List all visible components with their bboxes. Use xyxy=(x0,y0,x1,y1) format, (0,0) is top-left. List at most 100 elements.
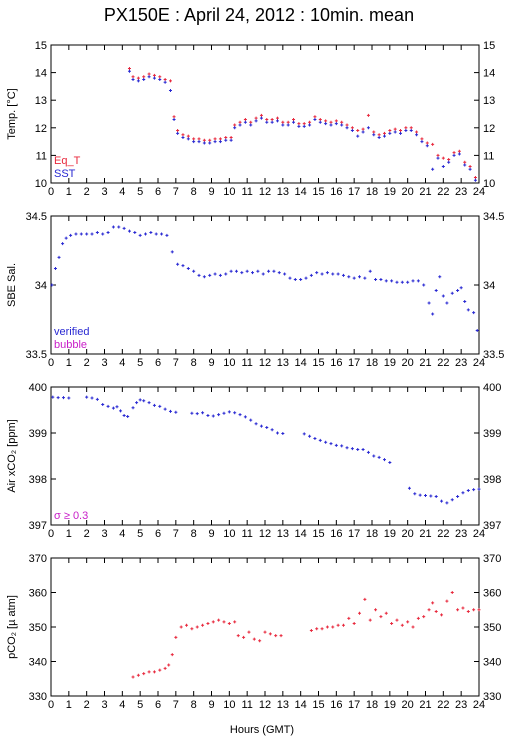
data-point xyxy=(243,118,247,122)
data-point xyxy=(270,118,274,122)
x-tick-label: 7 xyxy=(173,357,179,369)
data-point xyxy=(122,226,126,230)
data-point xyxy=(245,269,249,273)
data-point xyxy=(186,134,190,138)
data-point xyxy=(135,401,139,405)
x-tick-label: 4 xyxy=(119,699,125,711)
y-axis-label: Temp. [°C] xyxy=(6,88,18,139)
data-point xyxy=(190,411,194,415)
data-point xyxy=(61,242,65,246)
data-point xyxy=(441,164,445,168)
x-tick-label: 12 xyxy=(259,699,271,711)
data-point xyxy=(259,113,263,117)
data-point xyxy=(366,450,370,454)
data-point xyxy=(208,138,212,142)
data-point xyxy=(340,123,344,127)
y-tick-label-left: 14 xyxy=(35,68,47,80)
x-tick-label: 17 xyxy=(348,186,360,198)
data-point xyxy=(147,670,151,674)
data-point xyxy=(252,637,256,641)
data-point xyxy=(336,272,340,276)
data-point xyxy=(238,123,242,127)
data-point xyxy=(170,250,174,254)
data-point xyxy=(329,120,333,124)
y-tick-label-right: 398 xyxy=(483,474,501,486)
x-tick-label: 13 xyxy=(277,699,289,711)
y-tick-label-left: 12 xyxy=(35,123,47,135)
data-point xyxy=(158,78,162,81)
data-point xyxy=(477,487,481,491)
data-point xyxy=(224,272,228,276)
x-tick-label: 9 xyxy=(208,528,214,540)
x-tick-label: 23 xyxy=(455,357,467,369)
data-point xyxy=(361,127,365,131)
data-point xyxy=(331,272,335,276)
data-point xyxy=(213,140,217,144)
x-tick-label: 21 xyxy=(419,699,431,711)
data-point xyxy=(347,275,351,279)
data-point xyxy=(297,122,301,126)
x-tick-label: 3 xyxy=(101,186,107,198)
data-point xyxy=(368,269,372,273)
data-point xyxy=(192,269,196,273)
data-point xyxy=(208,273,212,277)
x-tick-label: 16 xyxy=(330,699,342,711)
y-tick-label-right: 34.5 xyxy=(483,211,504,223)
data-point xyxy=(302,122,306,126)
data-point xyxy=(174,635,178,639)
data-point xyxy=(463,160,467,164)
x-tick-label: 1 xyxy=(66,186,72,198)
series-1 xyxy=(127,66,477,179)
data-point xyxy=(293,277,297,281)
data-point xyxy=(158,404,162,408)
x-tick-label: 21 xyxy=(419,357,431,369)
data-point xyxy=(242,635,246,639)
data-point xyxy=(85,395,89,399)
panel-3: 0 1 2 3 4 5 6 7 8 9 10 11 12 13 14 15 16 17 18 19 20 21 22 23 24… xyxy=(6,382,501,540)
data-point xyxy=(368,618,372,622)
data-point xyxy=(254,119,258,123)
data-point xyxy=(270,120,274,124)
x-tick-label: 1 xyxy=(66,357,72,369)
series-2 xyxy=(127,69,477,182)
data-point xyxy=(158,668,162,672)
data-point xyxy=(350,129,354,133)
data-point xyxy=(395,618,399,622)
data-point xyxy=(168,79,172,83)
data-point xyxy=(163,666,167,670)
data-point xyxy=(456,608,460,612)
data-point xyxy=(213,137,217,141)
data-point xyxy=(384,611,388,615)
data-point xyxy=(265,120,269,124)
data-point xyxy=(218,273,222,277)
x-tick-label: 24 xyxy=(473,357,485,369)
x-tick-label: 13 xyxy=(277,357,289,369)
data-point xyxy=(142,78,146,81)
y-tick-label-left: 350 xyxy=(29,622,47,634)
data-point xyxy=(238,413,242,417)
data-point xyxy=(308,434,312,438)
data-point xyxy=(436,156,440,160)
data-point xyxy=(427,608,431,612)
x-tick-label: 6 xyxy=(155,699,161,711)
data-point xyxy=(440,613,444,617)
data-point xyxy=(64,236,68,240)
data-point xyxy=(450,498,454,502)
data-point xyxy=(160,232,164,236)
x-tick-label: 13 xyxy=(277,528,289,540)
chart-title: PX150E : April 24, 2012 : 10min. mean xyxy=(104,5,414,25)
data-point xyxy=(142,672,146,676)
data-point xyxy=(283,272,287,276)
data-point xyxy=(57,255,61,259)
data-point xyxy=(142,75,146,79)
data-point xyxy=(468,164,472,168)
data-point xyxy=(393,127,397,131)
data-point xyxy=(117,225,121,229)
data-point xyxy=(406,620,410,624)
data-point xyxy=(85,232,89,236)
data-point xyxy=(466,308,470,312)
data-point xyxy=(270,428,274,432)
data-point xyxy=(170,653,174,657)
y-tick-label-right: 370 xyxy=(483,553,501,565)
x-tick-label: 22 xyxy=(437,699,449,711)
